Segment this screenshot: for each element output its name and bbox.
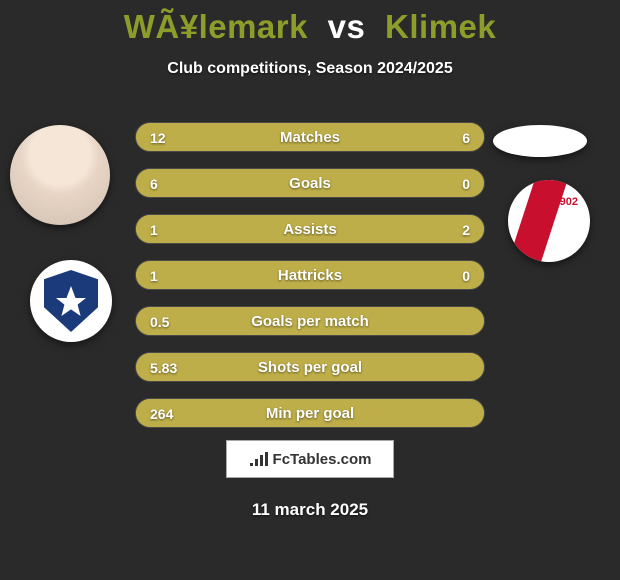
vs-text: vs [328, 8, 366, 45]
player2-avatar [493, 125, 587, 157]
stat-row: 5.83Shots per goal [135, 352, 485, 382]
player1-club-crest [30, 260, 112, 342]
player2-name: Klimek [385, 8, 496, 45]
shield-icon [44, 270, 98, 332]
stat-label: Goals [136, 169, 484, 199]
date-text: 11 march 2025 [0, 500, 620, 520]
stat-value-right: 0 [462, 261, 470, 291]
brand-badge: FcTables.com [226, 440, 394, 478]
stat-row: 12Matches6 [135, 122, 485, 152]
stat-row: 264Min per goal [135, 398, 485, 428]
stat-row: 1Assists2 [135, 214, 485, 244]
stat-value-right: 6 [462, 123, 470, 153]
player1-avatar [10, 125, 110, 225]
stat-row: 6Goals0 [135, 168, 485, 198]
stat-value-right: 0 [462, 169, 470, 199]
stat-value-right: 2 [462, 215, 470, 245]
stat-label: Assists [136, 215, 484, 245]
subtitle: Club competitions, Season 2024/2025 [0, 60, 620, 78]
player2-club-crest [508, 180, 590, 262]
stat-label: Min per goal [136, 399, 484, 429]
brand-text: FcTables.com [273, 451, 372, 468]
stat-label: Goals per match [136, 307, 484, 337]
stat-label: Hattricks [136, 261, 484, 291]
stat-row: 0.5Goals per match [135, 306, 485, 336]
stats-chart: 12Matches66Goals01Assists21Hattricks00.5… [135, 122, 485, 444]
stat-label: Shots per goal [136, 353, 484, 383]
player1-name: WÃ¥lemark [124, 8, 308, 45]
chart-icon [249, 451, 269, 467]
comparison-title: WÃ¥lemark vs Klimek [0, 0, 620, 46]
stat-row: 1Hattricks0 [135, 260, 485, 290]
stat-label: Matches [136, 123, 484, 153]
